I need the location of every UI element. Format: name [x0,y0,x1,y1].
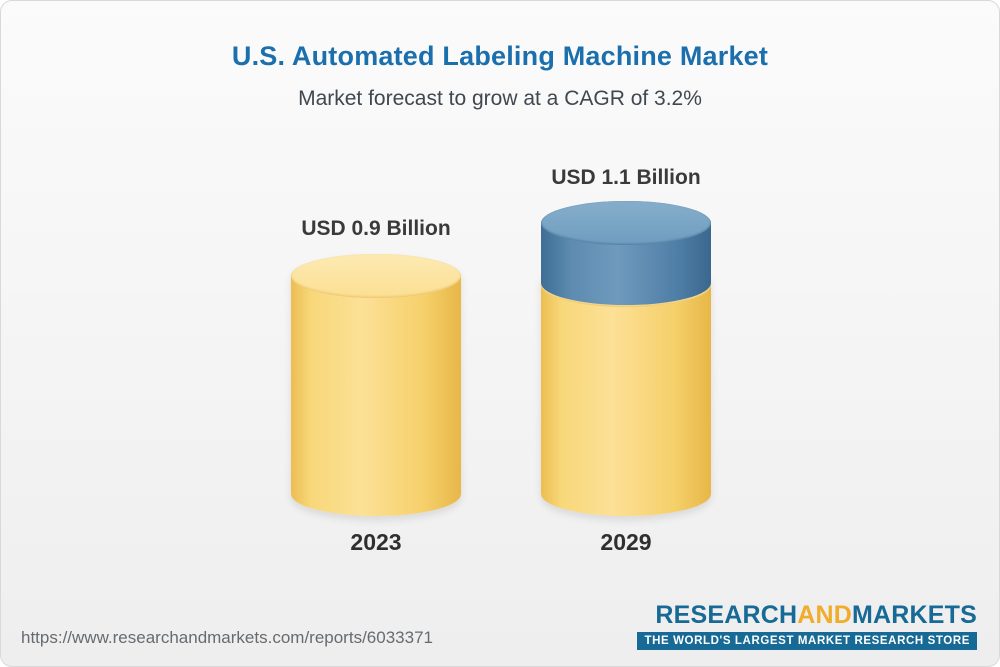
logo-wordmark: RESEARCHANDMARKETS [637,602,978,628]
category-label-2029: 2029 [600,529,652,555]
chart-title: U.S. Automated Labeling Machine Market [231,41,769,71]
research-and-markets-logo: RESEARCHANDMARKETS THE WORLD'S LARGEST M… [636,602,978,650]
category-label-2023: 2023 [350,529,402,555]
value-label-2029: USD 1.1 Billion [551,166,701,189]
logo-word-and: AND [797,600,852,629]
chart-subtitle: Market forecast to grow at a CAGR of 3.2… [298,87,702,110]
report-url[interactable]: https://www.researchandmarkets.com/repor… [21,628,433,647]
cylinder-2023-top [291,254,461,298]
logo-word-research: RESEARCH [655,600,798,629]
logo-tagline: THE WORLD'S LARGEST MARKET RESEARCH STOR… [636,632,977,650]
logo-word-markets: MARKETS [851,600,977,629]
cylinder-2029-growth-top [541,201,711,245]
value-label-2023: USD 0.9 Billion [301,217,451,240]
